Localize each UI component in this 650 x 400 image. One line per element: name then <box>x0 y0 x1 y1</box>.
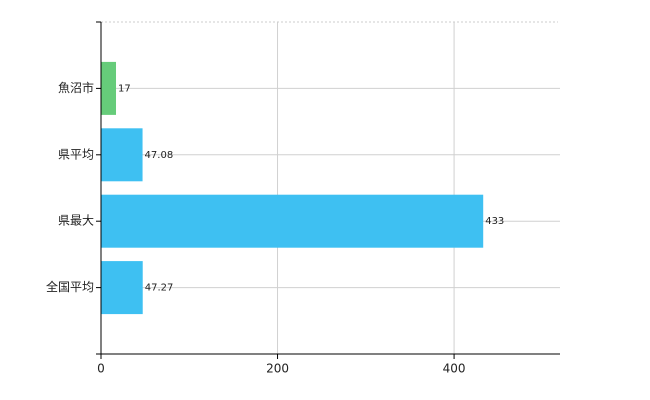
y-tick-label: 県平均 <box>58 147 94 161</box>
bar <box>101 61 117 115</box>
bar <box>101 261 143 315</box>
x-tick-label: 200 <box>266 362 289 376</box>
y-tick-label: 魚沼市 <box>58 80 94 95</box>
value-label: 433 <box>485 216 504 227</box>
bar <box>101 128 143 182</box>
x-tick-label: 0 <box>97 362 105 376</box>
value-label: 17 <box>118 83 131 94</box>
x-tick-label: 400 <box>443 362 466 376</box>
value-label: 47.27 <box>145 283 174 294</box>
y-tick-label: 県最大 <box>58 214 94 228</box>
y-tick-label: 全国平均 <box>46 279 94 294</box>
bar <box>101 194 484 248</box>
value-label: 47.08 <box>145 150 174 161</box>
